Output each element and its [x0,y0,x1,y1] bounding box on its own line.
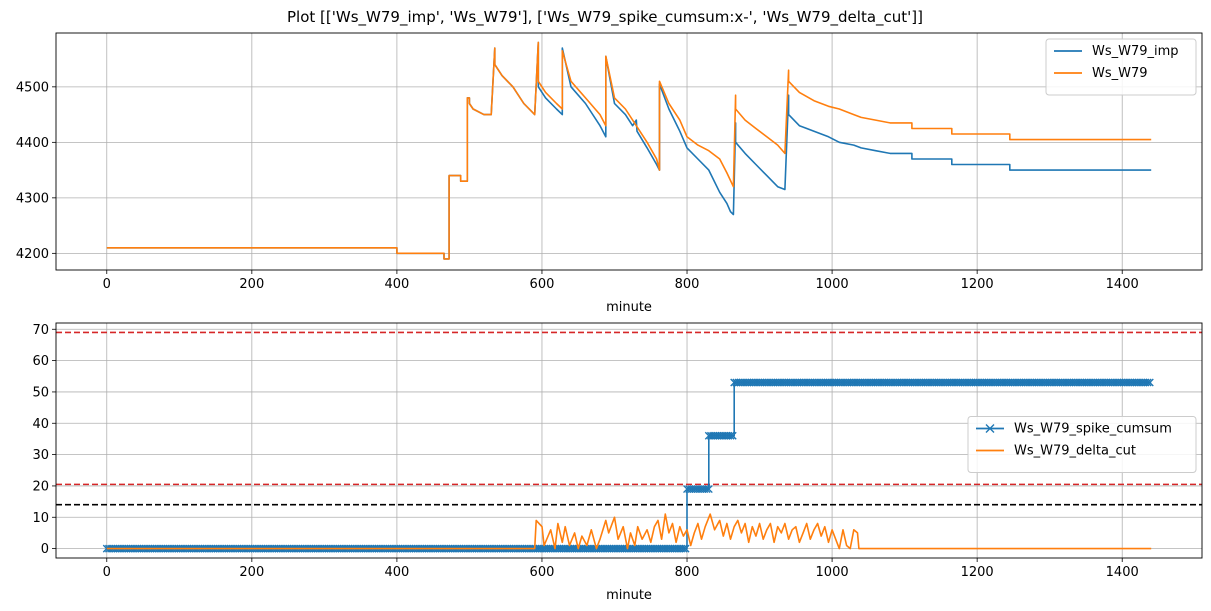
series-marker [728,431,737,440]
legend-box [967,416,1197,473]
y-tick-label: 30 [32,448,49,463]
y-tick-label: 10 [32,511,49,526]
x-tick-label: 800 [675,565,700,580]
series-marker [702,485,711,494]
y-tick-label: 4500 [16,80,49,95]
series-marker [704,485,713,494]
y-tick-label: 4200 [16,247,49,262]
legend: Ws_W79_imp Ws_W79 [1045,38,1197,96]
x-tick-label: 0 [103,565,111,580]
series-line-1 [106,41,1152,260]
legend-marker [985,424,995,433]
x-tick-label: 200 [239,565,264,580]
y-tick-label: 4300 [16,191,49,206]
x-tick-label: 200 [239,277,264,292]
x-tick-label: 1000 [816,565,849,580]
x-tick-label: 400 [384,277,409,292]
series-line-0 [106,41,1152,260]
x-tick-label: 1000 [816,277,849,292]
series-line-0 [106,381,1152,550]
x-tick-label: 1400 [1106,277,1139,292]
series-marker [1145,378,1154,387]
y-tick-label: 4400 [16,136,49,151]
legend-label-1: Ws_W79_delta_cut [1014,444,1136,459]
axes-frame [55,32,1203,271]
x-tick-label: 800 [675,277,700,292]
series-marker [1143,378,1152,387]
series-line-1 [106,513,1152,550]
legend-label-0: Ws_W79_imp [1092,44,1179,59]
y-tick-label: 50 [32,385,49,400]
x-tick-label: 600 [530,565,555,580]
y-tick-label: 20 [32,479,49,494]
x-tick-label: 600 [530,277,555,292]
axes-frame [55,322,1203,559]
bottom-chart: 0 200 400 600 800 1000 1200 1400 0 10 20 30 40 50 60 70… [32,322,1203,603]
x-tick-label: 1200 [961,277,994,292]
legend: Ws_W79_spike_cumsum Ws_W79_delta_cut [967,416,1197,473]
y-tick-label: 70 [32,323,49,338]
series-marker [726,431,735,440]
legend-label-1: Ws_W79 [1092,66,1148,81]
y-tick-label: 0 [41,542,49,557]
x-tick-label: 1200 [961,565,994,580]
legend-box [1045,38,1197,96]
y-tick-label: 40 [32,417,49,432]
series-marker [679,544,688,553]
x-tick-label: 400 [384,565,409,580]
y-tick-label: 60 [32,354,49,369]
top-chart: 0 200 400 600 800 1000 1200 1400 4200 4300 4400 450… [16,32,1203,315]
x-axis-label: minute [606,588,652,603]
legend-label-0: Ws_W79_spike_cumsum [1014,422,1172,437]
x-tick-label: 0 [103,277,111,292]
x-axis-label: minute [606,300,652,315]
series-marker [681,544,690,553]
x-tick-label: 1400 [1106,565,1139,580]
figure-title: Plot [['Ws_W79_imp', 'Ws_W79'], ['Ws_W79… [287,8,923,27]
